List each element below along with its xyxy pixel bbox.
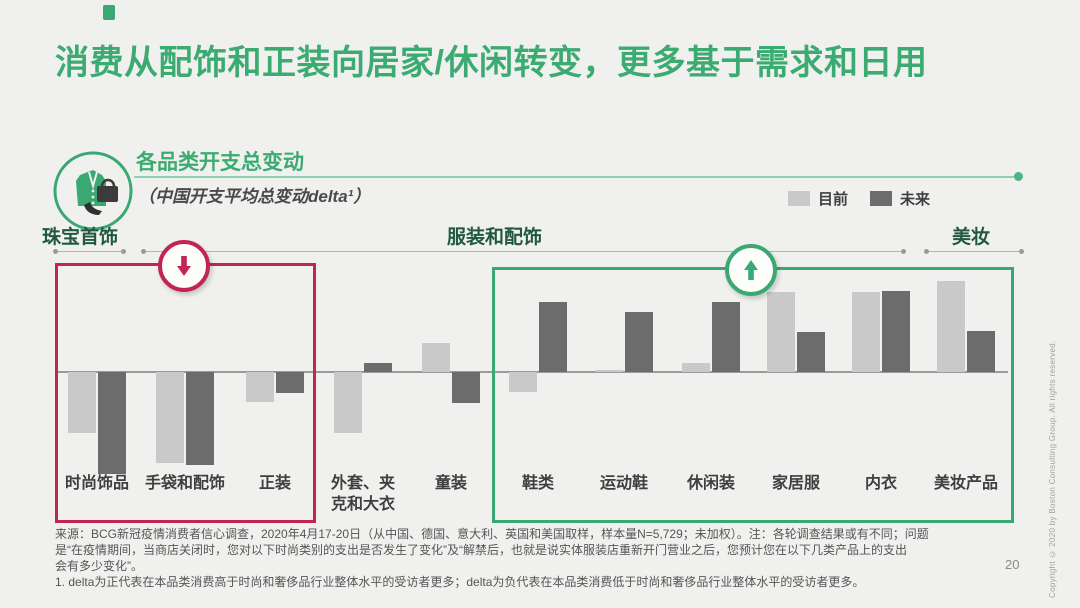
group-line-dot [901, 249, 906, 254]
copyright-vertical: Copyright © 2020 by Boston Consulting Gr… [1048, 340, 1057, 598]
category-label-内衣: 内衣 [864, 475, 897, 492]
category-label-外套、夹克和大衣: 外套、夹 克和大衣 [330, 475, 395, 513]
group-label-珠宝首饰: 珠宝首饰 [42, 227, 119, 248]
fashion-items-icon [50, 148, 136, 234]
group-label-服装和配饰: 服装和配饰 [447, 227, 543, 248]
heel-shoe-icon [84, 202, 102, 215]
bar-未来-外套、夹克和大衣 [364, 363, 392, 372]
legend-swatch-未来 [870, 191, 893, 206]
header-line-dot [1014, 172, 1023, 181]
logo-mark [103, 5, 115, 20]
category-label-鞋类: 鞋类 [521, 475, 554, 492]
group-line-dot [924, 249, 929, 254]
category-label-时尚饰品: 时尚饰品 [64, 475, 129, 492]
bar-未来-手袋和配饰 [186, 372, 214, 465]
bar-未来-鞋类 [539, 302, 567, 372]
category-label-休闲装: 休闲装 [686, 475, 735, 492]
bar-目前-运动鞋 [595, 370, 623, 372]
bar-目前-休闲装 [682, 363, 710, 372]
bar-未来-休闲装 [712, 302, 740, 372]
legend-swatch-目前 [788, 191, 810, 206]
category-label-运动鞋: 运动鞋 [599, 475, 648, 492]
bar-目前-家居服 [767, 292, 795, 372]
bar-目前-鞋类 [509, 372, 537, 392]
chart-subtitle: （中国开支平均总变动delta¹） [138, 187, 371, 206]
group-label-美妆: 美妆 [952, 227, 991, 248]
source-note: 来源：BCG新冠疫情消费者信心调查，2020年4月17-20日（从中国、德国、意… [55, 527, 929, 573]
chart-legend: 目前 未来 [788, 188, 944, 209]
category-label-正装: 正装 [258, 475, 291, 492]
group-line [143, 251, 903, 252]
legend-label: 目前 [818, 191, 849, 208]
bar-目前-外套、夹克和大衣 [334, 372, 362, 433]
slide-title: 消费从配饰和正装向居家/休闲转变，更多基于需求和日用 [55, 44, 928, 82]
group-line-dot [121, 249, 126, 254]
category-label-手袋和配饰: 手袋和配饰 [144, 475, 225, 492]
footnote-1: 1. delta为正代表在本品类消费高于时尚和奢侈品行业整体水平的受访者更多；d… [55, 575, 865, 589]
category-label-美妆产品: 美妆产品 [933, 475, 998, 492]
group-line [55, 251, 123, 252]
bar-未来-内衣 [882, 291, 910, 372]
group-line-dot [53, 249, 58, 254]
bar-目前-手袋和配饰 [156, 372, 184, 463]
bar-未来-时尚饰品 [98, 372, 126, 474]
category-label-童装: 童装 [434, 475, 467, 492]
bar-目前-童装 [422, 343, 450, 372]
category-label-家居服: 家居服 [771, 475, 820, 492]
bar-目前-时尚饰品 [68, 372, 96, 433]
up-arrow-icon [725, 244, 777, 296]
bar-目前-内衣 [852, 292, 880, 372]
header-underline [134, 176, 1016, 178]
bar-未来-正装 [276, 372, 304, 393]
page-number: 20 [1005, 557, 1020, 572]
group-line [926, 251, 1021, 252]
bar-目前-美妆产品 [937, 281, 965, 372]
group-line-dot [141, 249, 146, 254]
group-line-dot [1019, 249, 1024, 254]
legend-label: 未来 [900, 191, 931, 208]
chart-heading: 各品类开支总变动 [136, 151, 304, 174]
bar-未来-运动鞋 [625, 312, 653, 372]
bar-未来-美妆产品 [967, 331, 995, 372]
handbag-icon [100, 178, 116, 187]
bar-目前-正装 [246, 372, 274, 402]
bar-未来-家居服 [797, 332, 825, 372]
down-arrow-icon [158, 240, 210, 292]
bar-未来-童装 [452, 372, 480, 403]
